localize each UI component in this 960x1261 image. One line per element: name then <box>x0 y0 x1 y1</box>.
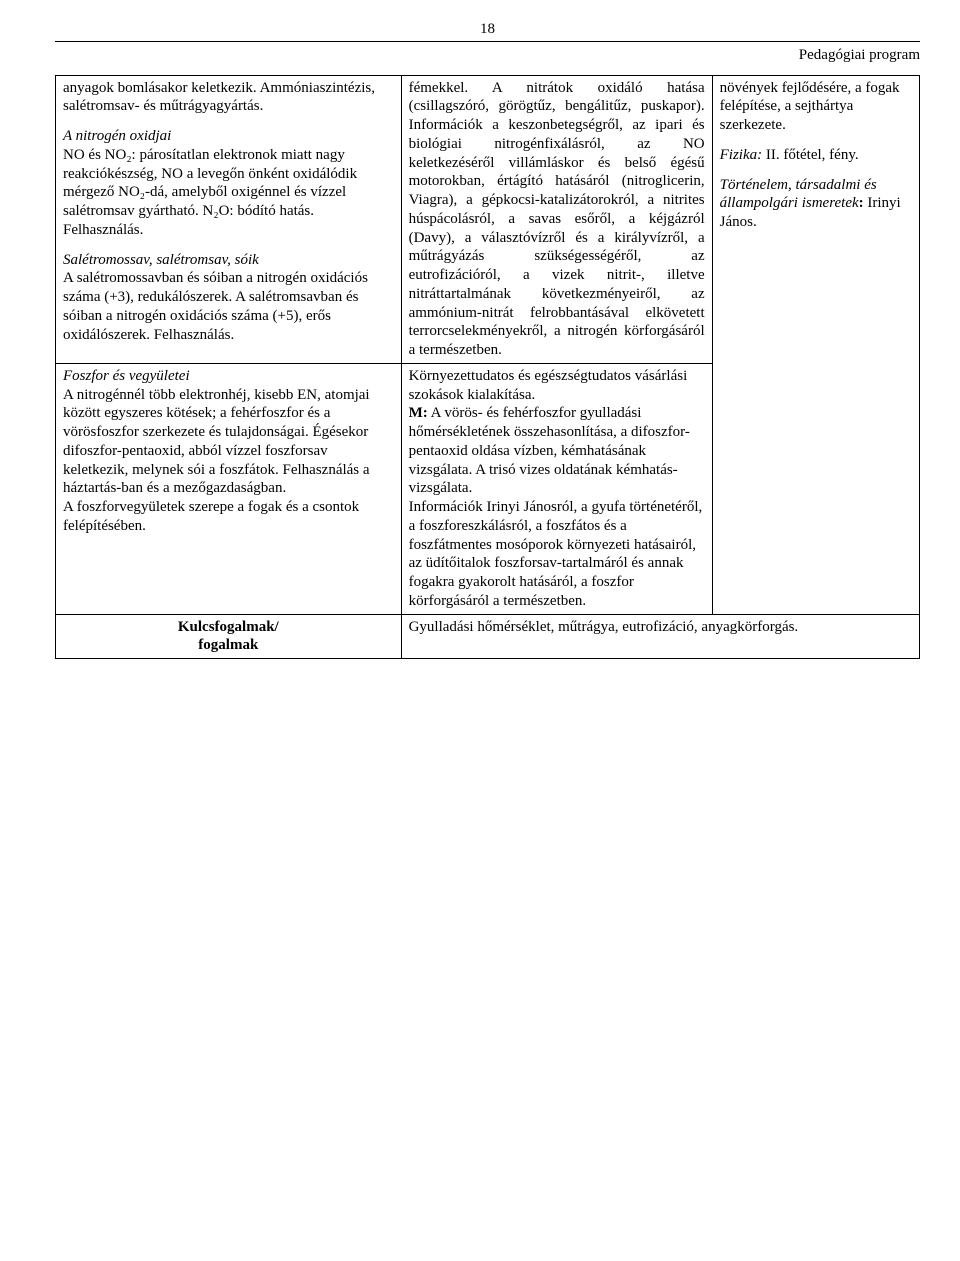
body-text: A salétromossavban és sóiban a nitrogén … <box>63 270 368 342</box>
label-m: M: <box>409 405 428 421</box>
body-text: A vörös- és fehérfoszfor gyulladási hőmé… <box>409 405 690 496</box>
body-text: Környezettudatos és egészségtudatos vásá… <box>409 367 705 405</box>
paragraph: Salétromossav, salétromsav, sóik A salét… <box>63 251 394 345</box>
body-text: A nitrogénnél több elektronhéj, kisebb E… <box>63 387 370 497</box>
subheading: A nitrogén oxidjai <box>63 128 171 144</box>
paragraph: Fizika: II. főtétel, fény. <box>720 146 912 165</box>
subheading: Foszfor és vegyületei <box>63 368 190 384</box>
table-row-key: Kulcsfogalmak/ fogalmak Gyulladási hőmér… <box>56 614 920 659</box>
body-text: növények fejlődésére, a fogak felépítése… <box>720 79 912 135</box>
paragraph: M: A vörös- és fehérfoszfor gyulladási h… <box>409 404 705 498</box>
key-label-line1: Kulcsfogalmak/ <box>178 619 279 635</box>
key-label-line2: fogalmak <box>198 637 258 653</box>
content-table: anyagok bomlásakor keletkezik. Ammóniasz… <box>55 75 920 660</box>
body-text: II. főtétel, fény. <box>762 147 858 163</box>
cell-phosphor-left: Foszfor és vegyületei A nitrogénnél több… <box>56 363 402 614</box>
cell-nitrogen-right: növények fejlődésére, a fogak felépítése… <box>712 75 919 614</box>
paragraph: anyagok bomlásakor keletkezik. Ammóniasz… <box>63 79 394 117</box>
header-rule <box>55 41 920 42</box>
table-row: anyagok bomlásakor keletkezik. Ammóniasz… <box>56 75 920 363</box>
key-label-cell: Kulcsfogalmak/ fogalmak <box>56 614 402 659</box>
page-number: 18 <box>55 20 920 39</box>
body-text: Információk Irinyi Jánosról, a gyufa tör… <box>409 498 705 611</box>
body-text: NO és NO₂: párosítatlan elektronok miatt… <box>63 147 357 238</box>
key-value-cell: Gyulladási hőmérséklet, műtrágya, eutrof… <box>401 614 919 659</box>
paragraph: Történelem, társadalmi és állampolgári i… <box>720 176 912 232</box>
body-text: A foszforvegyületek szerepe a fogak és a… <box>63 498 394 536</box>
subheading: Salétromossav, salétromsav, sóik <box>63 252 259 268</box>
body-text: fémekkel. A nitrátok oxidáló hatása (csi… <box>409 79 705 360</box>
cell-phosphor-mid: Környezettudatos és egészségtudatos vásá… <box>401 363 712 614</box>
subject-label: Fizika: <box>720 147 763 163</box>
cell-nitrogen-mid: fémekkel. A nitrátok oxidáló hatása (csi… <box>401 75 712 363</box>
header-title: Pedagógiai program <box>55 46 920 65</box>
paragraph: Foszfor és vegyületei A nitrogénnél több… <box>63 367 394 498</box>
subject-label: Történelem, társadalmi és állampolgári i… <box>720 177 877 212</box>
cell-nitrogen-left: anyagok bomlásakor keletkezik. Ammóniasz… <box>56 75 402 363</box>
paragraph: A nitrogén oxidjai NO és NO₂: párosítatl… <box>63 127 394 240</box>
